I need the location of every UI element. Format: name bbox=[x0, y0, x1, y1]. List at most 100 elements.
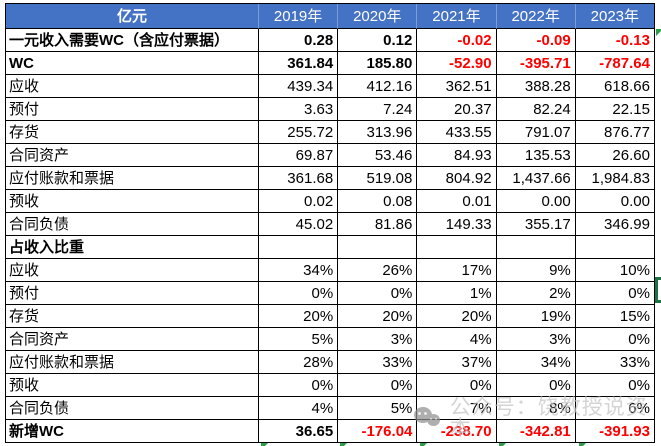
value-cell[interactable]: 255.72 bbox=[259, 121, 339, 144]
row-label[interactable]: 预付 bbox=[6, 282, 259, 305]
value-cell[interactable]: 1,437.66 bbox=[496, 167, 576, 190]
value-cell[interactable]: 149.33 bbox=[417, 213, 497, 236]
value-cell[interactable]: 804.92 bbox=[417, 167, 497, 190]
value-cell[interactable]: -395.71 bbox=[496, 52, 576, 75]
value-cell[interactable] bbox=[575, 236, 655, 259]
value-cell[interactable]: 10% bbox=[575, 259, 655, 282]
value-cell[interactable]: 362.51 bbox=[417, 75, 497, 98]
value-cell[interactable]: -52.90 bbox=[417, 52, 497, 75]
value-cell[interactable]: 6% bbox=[575, 397, 655, 420]
value-cell[interactable]: 791.07 bbox=[496, 121, 576, 144]
header-cell-year[interactable]: 2021年 bbox=[417, 4, 497, 29]
value-cell[interactable]: -176.04 bbox=[338, 420, 418, 443]
row-label[interactable]: 占收入比重 bbox=[6, 236, 259, 259]
value-cell[interactable]: 313.96 bbox=[338, 121, 418, 144]
value-cell[interactable]: 3% bbox=[496, 328, 576, 351]
value-cell[interactable]: 19% bbox=[496, 305, 576, 328]
value-cell[interactable]: 439.34 bbox=[259, 75, 339, 98]
header-cell-year[interactable]: 2019年 bbox=[259, 4, 339, 29]
value-cell[interactable]: 34% bbox=[259, 259, 339, 282]
value-cell[interactable]: 7.24 bbox=[338, 98, 418, 121]
value-cell[interactable]: 5% bbox=[338, 397, 418, 420]
row-label[interactable]: 应付账款和票据 bbox=[6, 167, 259, 190]
row-label[interactable]: 应收 bbox=[6, 259, 259, 282]
row-label[interactable]: 预付 bbox=[6, 98, 259, 121]
row-label[interactable]: 合同负债 bbox=[6, 397, 259, 420]
row-label[interactable]: 应收 bbox=[6, 75, 259, 98]
value-cell[interactable]: 81.86 bbox=[338, 213, 418, 236]
value-cell[interactable]: 20% bbox=[417, 305, 497, 328]
row-label[interactable]: 合同资产 bbox=[6, 328, 259, 351]
value-cell[interactable]: 20% bbox=[338, 305, 418, 328]
value-cell[interactable]: 17% bbox=[417, 259, 497, 282]
row-label[interactable]: 合同资产 bbox=[6, 144, 259, 167]
row-label[interactable]: 合同负债 bbox=[6, 213, 259, 236]
value-cell[interactable]: 7% bbox=[417, 397, 497, 420]
value-cell[interactable]: 4% bbox=[417, 328, 497, 351]
value-cell[interactable]: 26% bbox=[338, 259, 418, 282]
value-cell[interactable] bbox=[496, 236, 576, 259]
value-cell[interactable]: 36.65 bbox=[259, 420, 339, 443]
value-cell[interactable]: 20.37 bbox=[417, 98, 497, 121]
value-cell[interactable]: 0.28 bbox=[259, 29, 339, 52]
value-cell[interactable]: 135.53 bbox=[496, 144, 576, 167]
value-cell[interactable]: 37% bbox=[417, 351, 497, 374]
value-cell[interactable]: 0.01 bbox=[417, 190, 497, 213]
value-cell[interactable]: 0% bbox=[575, 282, 655, 305]
value-cell[interactable]: 361.68 bbox=[259, 167, 339, 190]
header-cell-year[interactable]: 2022年 bbox=[496, 4, 576, 29]
value-cell[interactable]: 0.00 bbox=[575, 190, 655, 213]
value-cell[interactable]: 53.46 bbox=[338, 144, 418, 167]
value-cell[interactable]: 33% bbox=[338, 351, 418, 374]
value-cell[interactable]: 0.02 bbox=[259, 190, 339, 213]
value-cell[interactable]: -391.93 bbox=[575, 420, 655, 443]
value-cell[interactable]: 28% bbox=[259, 351, 339, 374]
row-label[interactable]: 存货 bbox=[6, 121, 259, 144]
value-cell[interactable]: 84.93 bbox=[417, 144, 497, 167]
value-cell[interactable]: 5% bbox=[259, 328, 339, 351]
value-cell[interactable]: 69.87 bbox=[259, 144, 339, 167]
value-cell[interactable]: 0% bbox=[259, 374, 339, 397]
row-label[interactable]: 存货 bbox=[6, 305, 259, 328]
value-cell[interactable]: -0.09 bbox=[496, 29, 576, 52]
value-cell[interactable]: 0% bbox=[338, 282, 418, 305]
row-label[interactable]: 预收 bbox=[6, 190, 259, 213]
value-cell[interactable]: 3.63 bbox=[259, 98, 339, 121]
value-cell[interactable]: 33% bbox=[575, 351, 655, 374]
value-cell[interactable]: 876.77 bbox=[575, 121, 655, 144]
value-cell[interactable]: 4% bbox=[259, 397, 339, 420]
value-cell[interactable]: -787.64 bbox=[575, 52, 655, 75]
value-cell[interactable]: 0% bbox=[417, 374, 497, 397]
row-label[interactable]: 新增WC bbox=[6, 420, 259, 443]
value-cell[interactable]: 355.17 bbox=[496, 213, 576, 236]
value-cell[interactable]: 0.12 bbox=[338, 29, 418, 52]
value-cell[interactable]: 0% bbox=[496, 374, 576, 397]
value-cell[interactable]: -342.81 bbox=[496, 420, 576, 443]
row-label[interactable]: 预收 bbox=[6, 374, 259, 397]
value-cell[interactable]: 0% bbox=[259, 282, 339, 305]
header-cell-year[interactable]: 2023年 bbox=[575, 4, 655, 29]
value-cell[interactable]: 433.55 bbox=[417, 121, 497, 144]
value-cell[interactable]: 9% bbox=[496, 259, 576, 282]
value-cell[interactable]: 1,984.83 bbox=[575, 167, 655, 190]
row-label[interactable]: WC bbox=[6, 52, 259, 75]
value-cell[interactable]: 26.60 bbox=[575, 144, 655, 167]
value-cell[interactable]: 0.08 bbox=[338, 190, 418, 213]
value-cell[interactable]: 3% bbox=[338, 328, 418, 351]
value-cell[interactable]: -238.70 bbox=[417, 420, 497, 443]
value-cell[interactable]: 618.66 bbox=[575, 75, 655, 98]
value-cell[interactable]: 15% bbox=[575, 305, 655, 328]
value-cell[interactable]: 22.15 bbox=[575, 98, 655, 121]
value-cell[interactable]: 361.84 bbox=[259, 52, 339, 75]
value-cell[interactable]: 0% bbox=[338, 374, 418, 397]
value-cell[interactable]: 346.99 bbox=[575, 213, 655, 236]
value-cell[interactable]: 185.80 bbox=[338, 52, 418, 75]
value-cell[interactable]: 0% bbox=[575, 328, 655, 351]
value-cell[interactable]: 20% bbox=[259, 305, 339, 328]
value-cell[interactable]: 34% bbox=[496, 351, 576, 374]
value-cell[interactable]: 412.16 bbox=[338, 75, 418, 98]
value-cell[interactable]: -0.02 bbox=[417, 29, 497, 52]
value-cell[interactable]: 0% bbox=[575, 374, 655, 397]
value-cell[interactable]: -0.13 bbox=[575, 29, 655, 52]
value-cell[interactable] bbox=[259, 236, 339, 259]
